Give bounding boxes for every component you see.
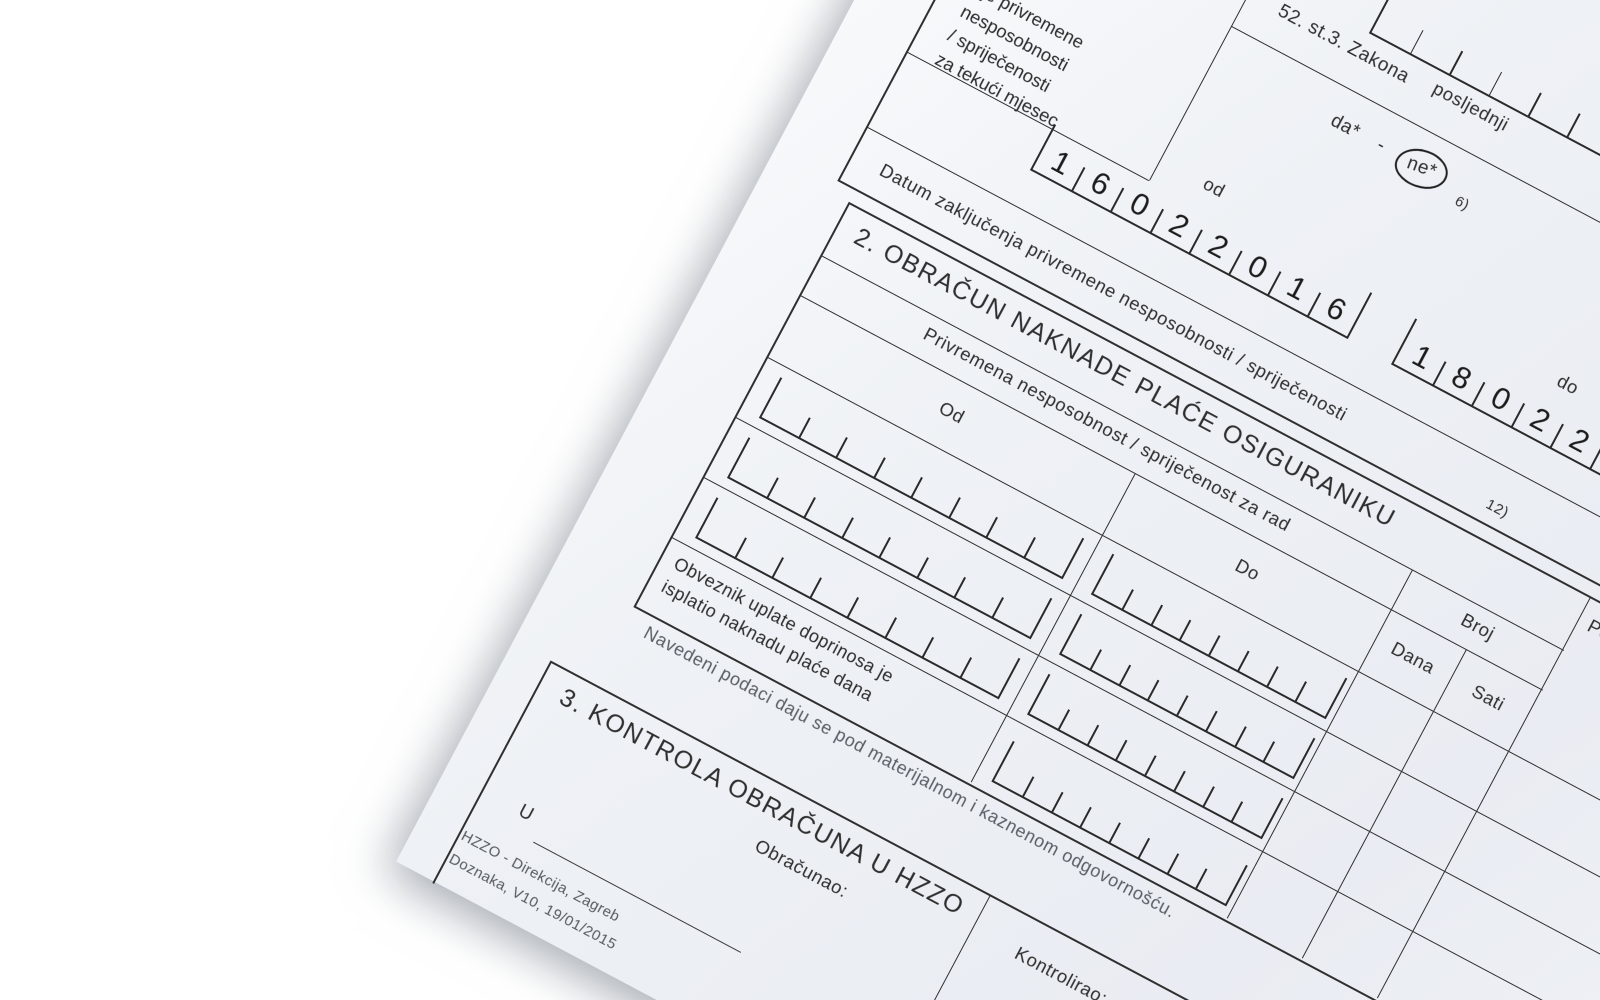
choice-separator: - — [1373, 134, 1390, 157]
paper-sheet: posljednji nje privremene nesposobnosti … — [396, 0, 1600, 1000]
